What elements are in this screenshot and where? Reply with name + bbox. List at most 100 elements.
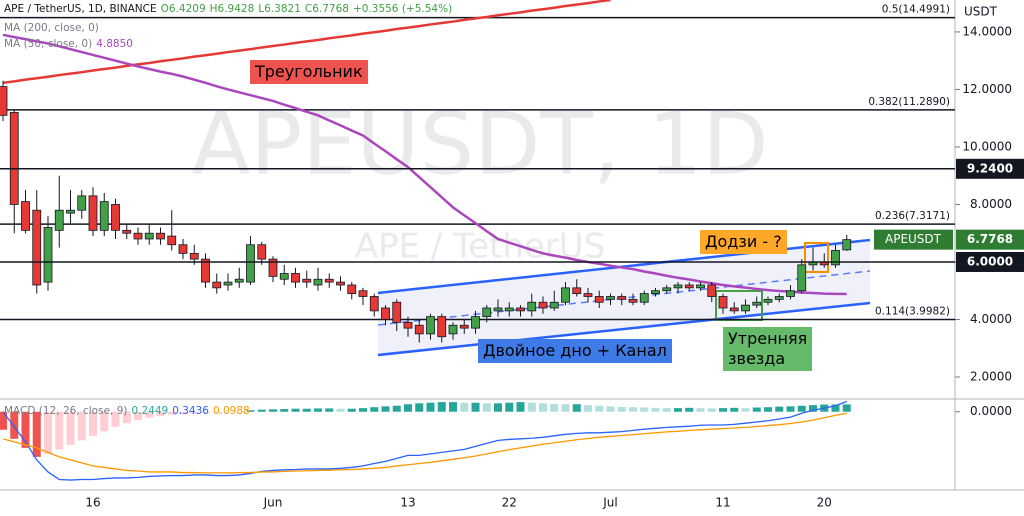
level-label: 0.114(3.9982)	[875, 306, 950, 318]
macd-bar	[179, 411, 187, 414]
macd-bar	[212, 411, 221, 413]
macd-bar	[269, 409, 277, 412]
doji-note: Додзи - ?	[700, 230, 787, 254]
candle-body	[0, 86, 8, 116]
macd-bar	[629, 407, 637, 412]
macd-bar	[156, 411, 165, 416]
signal-value: 0.0988	[212, 405, 250, 417]
star-note: Утренняя звезда	[723, 327, 813, 371]
candle-body	[178, 244, 188, 254]
macd-pane	[0, 400, 851, 481]
macd-bar	[381, 406, 390, 412]
candle-body	[268, 258, 278, 277]
candle-body	[549, 301, 559, 309]
candle-body	[156, 232, 165, 240]
candle-body	[752, 301, 762, 306]
candle-body	[21, 201, 30, 231]
price-badge-label: 6.7768	[967, 232, 1013, 246]
ma-line	[2, 0, 611, 85]
channel-bottom	[377, 301, 871, 357]
macd-bar	[685, 407, 694, 412]
candle-body	[403, 321, 413, 329]
macd-bar	[325, 408, 334, 412]
candle-body	[392, 301, 402, 323]
x-tick-label: 20	[817, 496, 832, 510]
macd-bar	[370, 407, 379, 412]
macd-bar	[707, 408, 716, 412]
candle-body	[291, 273, 300, 283]
macd-bar	[280, 409, 289, 412]
candle-body	[572, 287, 582, 295]
macd-value: 0.3436	[172, 405, 209, 417]
ohlc-value: +0.3556 (+5.54%)	[352, 3, 453, 15]
candle-body	[99, 201, 109, 231]
macd-bar	[426, 402, 435, 412]
candle-body	[774, 296, 784, 300]
candle-body	[144, 232, 154, 240]
candle-body	[504, 307, 514, 312]
candle-body	[561, 287, 570, 303]
x-tick-label: 11	[715, 496, 730, 510]
candle-body	[201, 258, 210, 283]
candle-body	[707, 284, 717, 297]
macd-bar	[741, 408, 750, 412]
candle-body	[313, 278, 323, 286]
level-label: 0.236(7.3171)	[875, 210, 950, 222]
macd-bar	[302, 408, 311, 412]
candle-body	[797, 264, 807, 292]
level-label: 0.382(11.2890)	[868, 96, 950, 108]
ohlc-value: C6.7768	[304, 3, 349, 15]
y-tick-label: 2.0000	[970, 370, 1012, 384]
candle-body	[662, 287, 672, 292]
price-badge-label: 9.2400	[967, 161, 1013, 175]
macd-bar	[0, 411, 7, 430]
watermark-sub: APE / TetherUS	[355, 227, 605, 267]
candle-body	[246, 244, 255, 283]
candle-body	[639, 293, 649, 303]
candle-body	[448, 324, 458, 335]
candle-body	[302, 278, 312, 283]
channel-mid	[377, 270, 871, 326]
price-pane	[0, 0, 955, 343]
candle-body	[9, 112, 19, 205]
candle-body	[696, 284, 705, 289]
candle-body	[234, 278, 244, 283]
macd-bar	[201, 411, 210, 413]
currency: USDT	[964, 5, 998, 19]
macd-bar	[167, 411, 176, 415]
candle-body	[718, 296, 728, 309]
y-tick-label: 10.0000	[962, 139, 1012, 153]
macd-bar	[842, 404, 851, 412]
candle-body	[324, 278, 334, 283]
candle-body	[358, 290, 368, 297]
macd-bar	[347, 408, 356, 412]
channel-top	[377, 238, 871, 295]
x-tick-label: 22	[502, 496, 517, 510]
candle-body	[54, 209, 64, 231]
macd-bar	[595, 405, 604, 412]
candle-body	[673, 284, 683, 289]
candle-body	[414, 324, 424, 335]
macd-bar	[314, 408, 322, 412]
macd-bar	[730, 407, 739, 412]
candle-body	[66, 209, 75, 214]
candle-body	[77, 195, 87, 211]
macd-bar	[224, 411, 232, 413]
star-note-line: звезда	[728, 349, 786, 368]
y-tick-label: 14.0000	[962, 24, 1012, 38]
candle-body	[831, 250, 840, 266]
macd-bar	[505, 402, 514, 412]
macd-bar	[752, 407, 761, 412]
candle-body	[583, 293, 593, 297]
ma-line	[2, 33, 847, 296]
macd-bar	[674, 408, 682, 412]
macd-bar	[584, 405, 592, 412]
macd-bar	[617, 406, 626, 412]
symbol: APE / TetherUS, 1D, BINANCE	[4, 3, 157, 15]
candle-body	[32, 209, 42, 286]
candle-body	[223, 281, 233, 286]
macd-bar	[134, 411, 142, 421]
macd-line	[2, 400, 847, 481]
ma50-name: MA (50, close, 0)	[4, 38, 93, 50]
